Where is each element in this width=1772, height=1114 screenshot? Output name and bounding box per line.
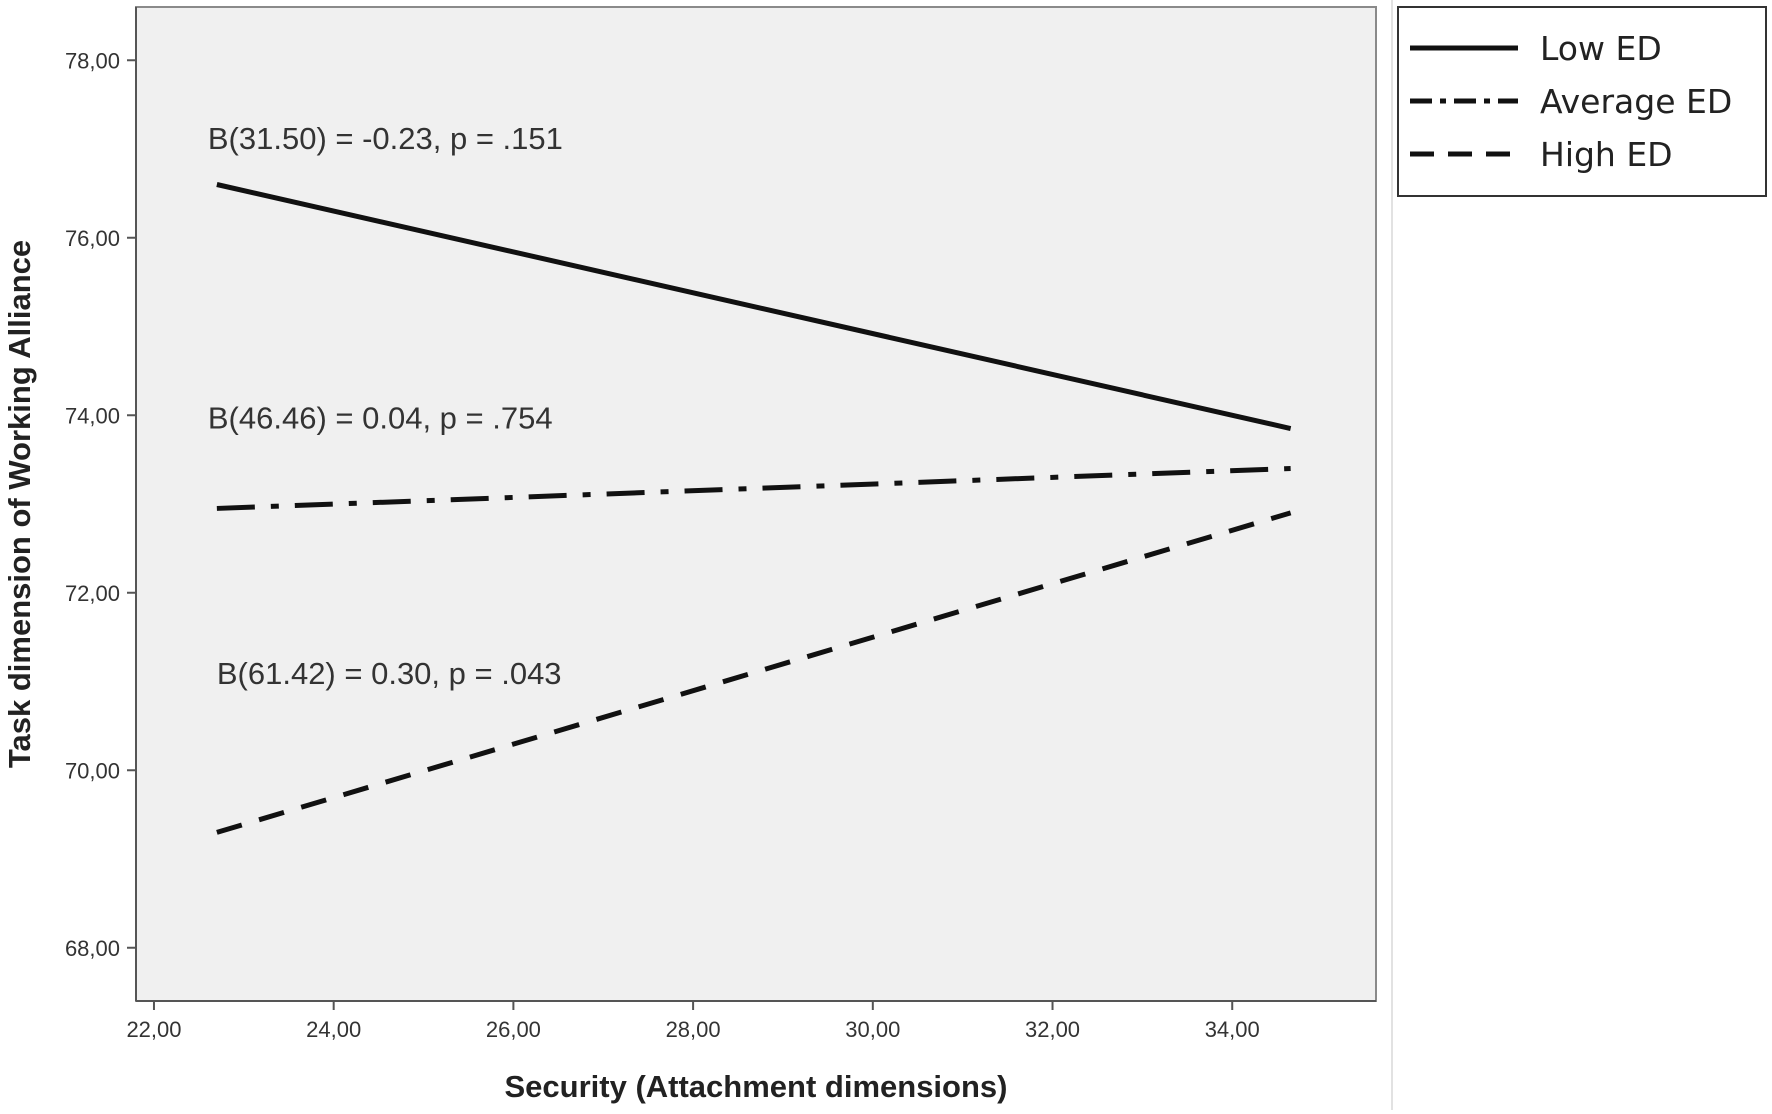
y-tick-label: 72,00: [65, 581, 120, 606]
legend-label-low-ed: Low ED: [1540, 29, 1662, 68]
y-axis-title: Task dimension of Working Alliance: [2, 240, 37, 768]
x-tick-label: 22,00: [126, 1017, 181, 1042]
series-lines: [216, 182, 1292, 835]
y-axis-ticks: 68,00 70,00 72,00 74,00 76,00 78,00: [65, 48, 136, 961]
y-tick-label: 78,00: [65, 48, 120, 73]
legend-label-high-ed: High ED: [1540, 135, 1673, 174]
plot-area: [135, 6, 1377, 1002]
series-line-low-ed: [216, 182, 1292, 432]
annotation-label: B(31.50) = -0.23, p = .151: [208, 121, 563, 156]
series-line-average-ed: [216, 466, 1291, 511]
x-tick-label: 34,00: [1205, 1017, 1260, 1042]
annotation-label: B(46.46) = 0.04, p = .754: [208, 401, 553, 436]
annotations: B(31.50) = -0.23, p = .151 B(46.46) = 0.0…: [208, 121, 563, 691]
x-tick-label: 30,00: [845, 1017, 900, 1042]
annotation-label: B(61.42) = 0.30, p = .043: [217, 656, 562, 691]
y-tick-label: 68,00: [65, 936, 120, 961]
x-tick-label: 24,00: [306, 1017, 361, 1042]
legend-label-average-ed: Average ED: [1540, 82, 1732, 121]
x-axis-ticks: 22,00 24,00 26,00 28,00 30,00 32,00 34,00: [126, 1001, 1260, 1042]
x-tick-label: 26,00: [486, 1017, 541, 1042]
series-line-high-ed: [216, 510, 1292, 835]
x-axis-title: Security (Attachment dimensions): [505, 1069, 1008, 1104]
x-tick-label: 28,00: [666, 1017, 721, 1042]
x-tick-label: 32,00: [1025, 1017, 1080, 1042]
y-tick-label: 76,00: [65, 226, 120, 251]
y-tick-label: 70,00: [65, 758, 120, 783]
legend: Low ED Average ED High ED: [1397, 6, 1767, 197]
y-tick-label: 74,00: [65, 403, 120, 428]
